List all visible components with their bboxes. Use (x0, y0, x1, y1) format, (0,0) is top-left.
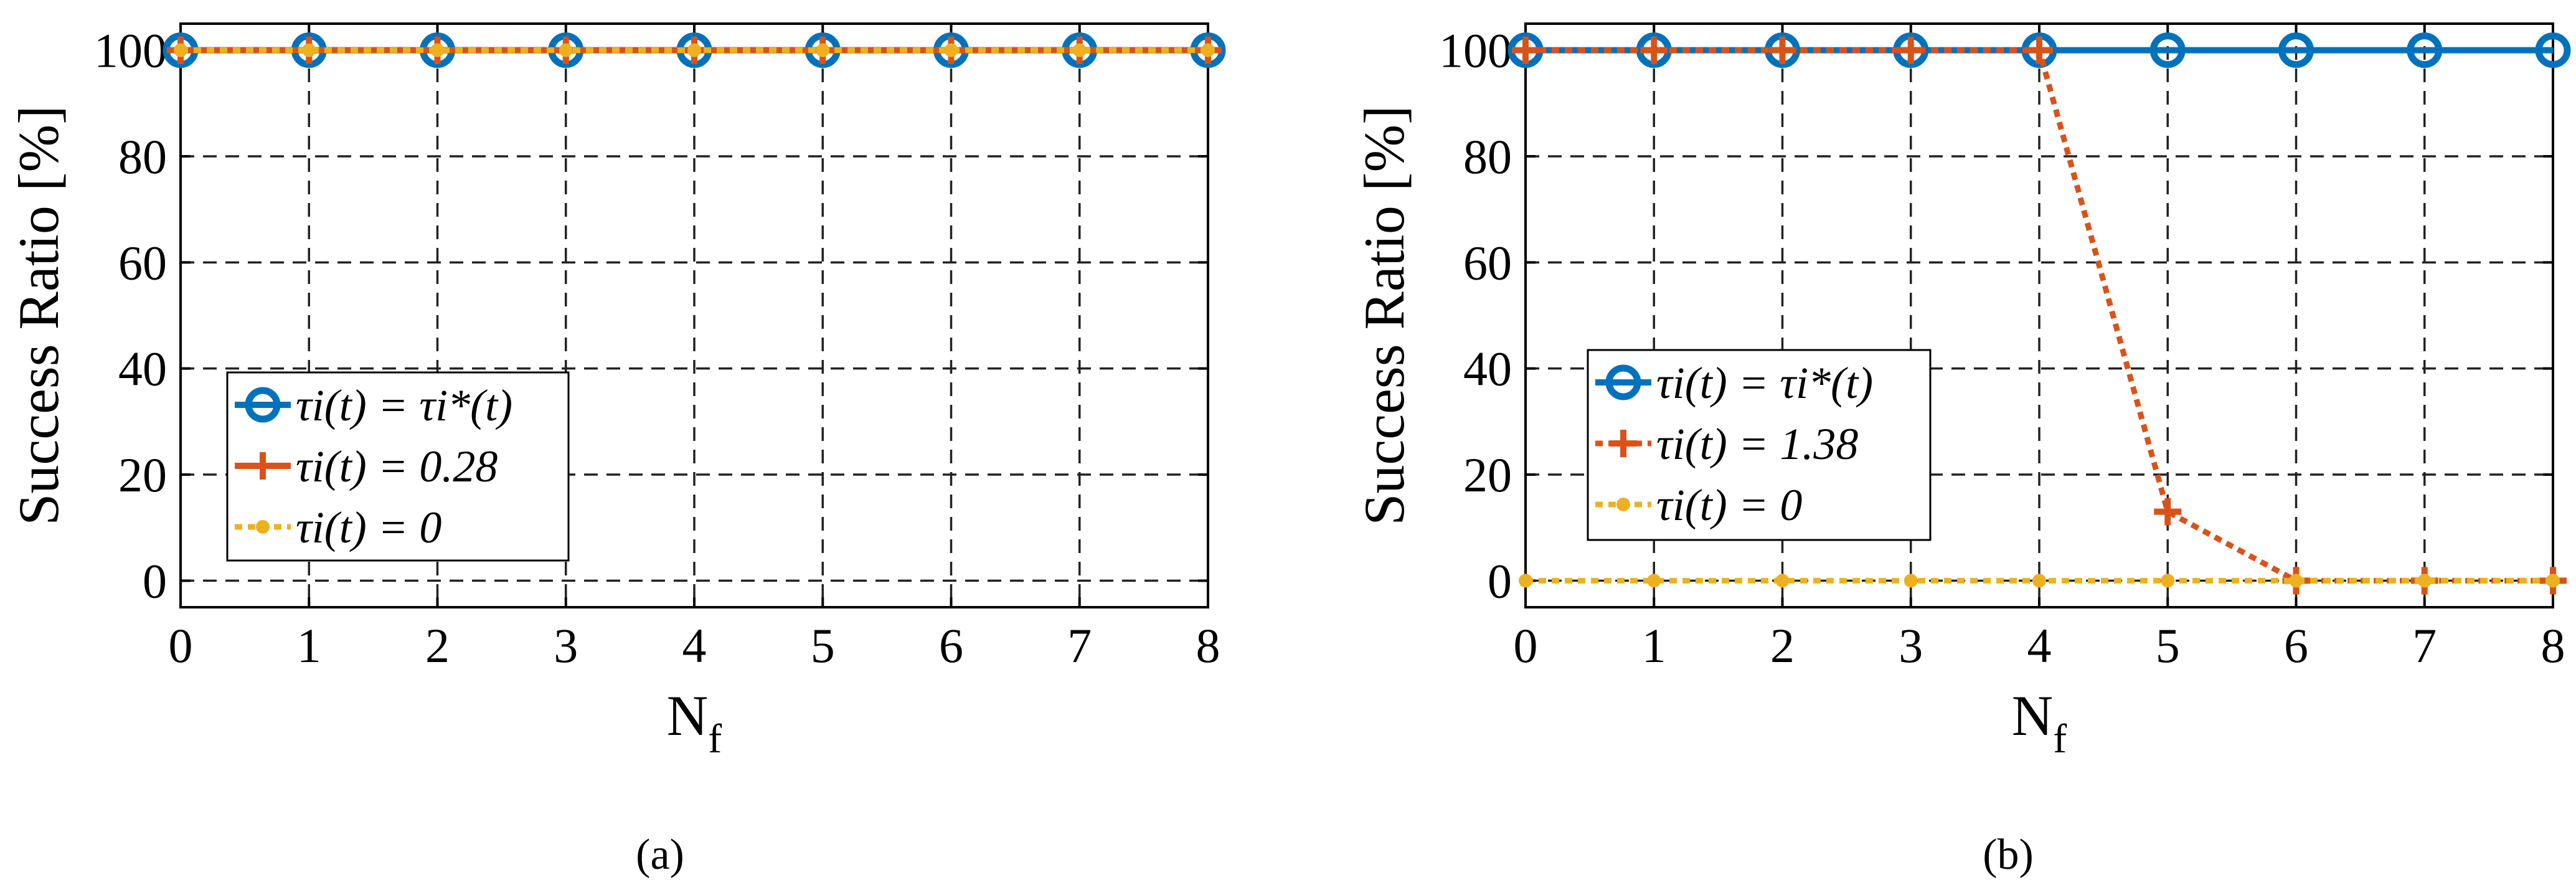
data-point (2407, 32, 2443, 69)
x-tick-label: 8 (1196, 618, 1220, 673)
y-tick-label: 0 (1488, 554, 1512, 608)
x-axis-label-main: N (667, 684, 708, 747)
y-tick-label: 100 (94, 24, 167, 78)
y-tick-label: 80 (118, 130, 167, 184)
legend-marker (245, 387, 281, 423)
x-tick-label: 6 (939, 618, 963, 673)
legend-label: τi(t) = 1.38 (1656, 419, 1858, 469)
data-point (2278, 32, 2314, 69)
legend-label: τi(t) = 0 (1656, 480, 1802, 530)
legend-item: τi(t) = 0.28 (235, 442, 498, 491)
series-2 (174, 43, 1215, 57)
legend-item: τi(t) = 1.38 (1595, 419, 1858, 469)
data-point (1640, 36, 1668, 64)
data-point (1897, 36, 1925, 64)
x-tick-label: 1 (1642, 618, 1666, 673)
legend-label: τi(t) = 0 (296, 503, 441, 552)
data-point (2032, 574, 2046, 588)
data-point (1647, 574, 1661, 588)
legend: τi(t) = τi*(t) τi(t) = 1.38 τi(t) = 0 (1587, 349, 1932, 541)
legend-item: τi(t) = 0 (235, 503, 441, 552)
x-tick-label: 7 (2412, 618, 2437, 673)
y-tick-label: 40 (118, 342, 167, 396)
y-axis-label: Success Ratio [%] (1352, 105, 1416, 526)
data-point (1904, 574, 1918, 588)
x-tick-label: 1 (297, 618, 321, 673)
data-point (2149, 32, 2186, 69)
series-2 (1519, 574, 2560, 588)
legend-label: τi(t) = 0.28 (296, 442, 498, 491)
y-axis-label: Success Ratio [%] (7, 105, 70, 526)
y-tick-label: 20 (118, 448, 167, 502)
x-axis-label-sub: f (2053, 716, 2067, 762)
x-tick-label: 5 (811, 618, 835, 673)
data-point (1512, 36, 1539, 64)
legend-marker (1616, 498, 1630, 511)
y-tick-label: 0 (143, 554, 167, 608)
series-1 (1512, 36, 2567, 595)
data-point (430, 43, 445, 57)
x-tick-label: 3 (554, 618, 578, 673)
y-tick-label: 80 (1463, 130, 1512, 184)
legend-item: τi(t) = 0 (1595, 480, 1802, 530)
data-point (1636, 32, 1672, 69)
data-point (559, 43, 573, 57)
data-point (174, 43, 187, 57)
data-point (2289, 574, 2303, 588)
data-point (2535, 32, 2571, 69)
legend-item: τi(t) = τi*(t) (235, 381, 512, 430)
x-tick-label: 7 (1067, 618, 1092, 673)
x-tick-label: 4 (2027, 618, 2052, 673)
legend: τi(t) = τi*(t) τi(t) = 0.28 τi(t) = 0 (226, 371, 570, 562)
legend-label: τi(t) = τi*(t) (296, 381, 512, 430)
y-tick-label: 60 (1463, 235, 1512, 290)
data-point (2154, 498, 2182, 526)
data-point (1072, 43, 1087, 57)
data-point (1201, 43, 1215, 57)
data-point (2161, 574, 2175, 588)
x-tick-label: 2 (425, 618, 450, 673)
data-point (2026, 36, 2053, 64)
data-point (687, 43, 701, 57)
legend-marker (1605, 364, 1641, 400)
y-tick-label: 40 (1463, 342, 1512, 396)
x-tick-label: 2 (1770, 618, 1795, 673)
legend-marker (1610, 430, 1637, 457)
x-tick-label: 4 (682, 618, 707, 673)
data-point (1768, 36, 1796, 64)
x-tick-label: 6 (2284, 618, 2308, 673)
x-axis-label: Nf (2012, 684, 2067, 762)
data-point (944, 43, 958, 57)
data-point (2546, 574, 2560, 588)
panel-caption: (b) (1983, 831, 2034, 879)
data-point (1519, 574, 1532, 588)
data-point (816, 43, 830, 57)
x-axis-label: Nf (667, 684, 722, 762)
y-tick-label: 60 (118, 235, 167, 290)
legend-label: τi(t) = τi*(t) (1656, 358, 1873, 408)
x-tick-label: 3 (1899, 618, 1923, 673)
data-point (1775, 574, 1790, 588)
x-tick-label: 5 (2156, 618, 2180, 673)
data-point (2417, 574, 2432, 588)
x-axis-label-main: N (2012, 684, 2053, 747)
panel-caption: (a) (636, 831, 684, 879)
legend-marker (249, 452, 276, 480)
y-tick-label: 100 (1439, 24, 1512, 78)
data-point (302, 43, 316, 57)
legend-item: τi(t) = τi*(t) (1595, 358, 1873, 408)
x-tick-label: 8 (2541, 618, 2565, 673)
x-tick-label: 0 (169, 618, 193, 673)
legend-marker (256, 520, 270, 534)
x-tick-label: 0 (1514, 618, 1538, 673)
y-tick-label: 20 (1463, 448, 1512, 502)
x-axis-label-sub: f (708, 716, 722, 762)
